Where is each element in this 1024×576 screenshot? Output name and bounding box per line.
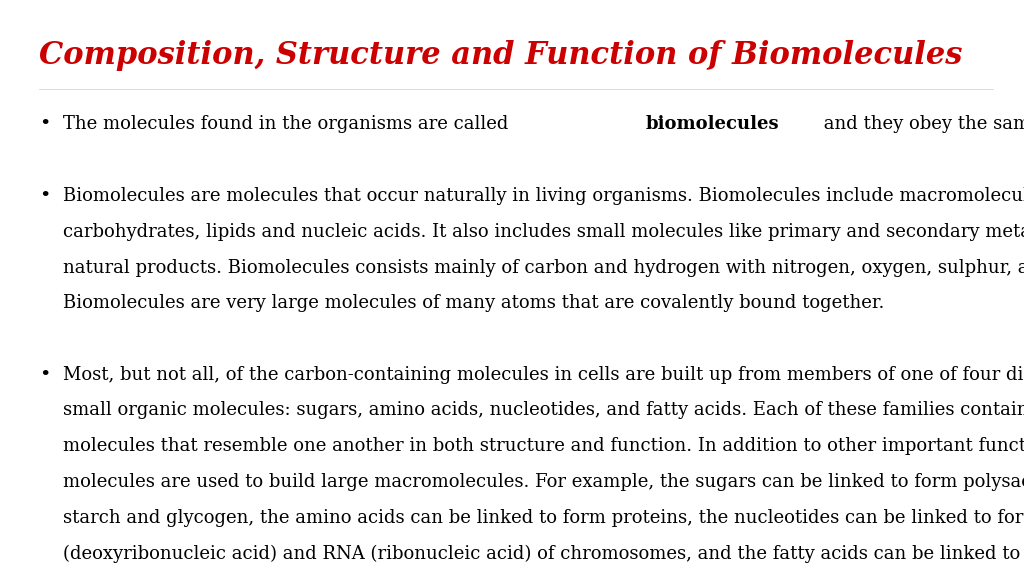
Text: biomolecules: biomolecules	[645, 115, 779, 133]
Text: The molecules found in the organisms are called: The molecules found in the organisms are…	[63, 115, 515, 133]
Text: natural products. Biomolecules consists mainly of carbon and hydrogen with nitro: natural products. Biomolecules consists …	[63, 259, 1024, 276]
Text: Composition, Structure and Function of Biomolecules: Composition, Structure and Function of B…	[39, 40, 963, 71]
Text: Biomolecules are molecules that occur naturally in living organisms. Biomolecule: Biomolecules are molecules that occur na…	[63, 187, 1024, 205]
Text: •: •	[39, 366, 50, 384]
Text: molecules are used to build large macromolecules. For example, the sugars can be: molecules are used to build large macrom…	[63, 473, 1024, 491]
Text: small organic molecules: sugars, amino acids, nucleotides, and fatty acids. Each: small organic molecules: sugars, amino a…	[63, 401, 1024, 419]
Text: •: •	[39, 115, 50, 133]
Text: Most, but not all, of the carbon-containing molecules in cells are built up from: Most, but not all, of the carbon-contain…	[63, 366, 1024, 384]
Text: and they obey the same laws of physics and chemistry.: and they obey the same laws of physics a…	[818, 115, 1024, 133]
Text: molecules that resemble one another in both structure and function. In addition : molecules that resemble one another in b…	[63, 437, 1024, 455]
Text: carbohydrates, lipids and nucleic acids. It also includes small molecules like p: carbohydrates, lipids and nucleic acids.…	[63, 223, 1024, 241]
Text: •: •	[39, 187, 50, 205]
Text: (deoxyribonucleic acid) and RNA (ribonucleic acid) of chromosomes, and the fatty: (deoxyribonucleic acid) and RNA (ribonuc…	[63, 544, 1024, 563]
Text: Biomolecules are very large molecules of many atoms that are covalently bound to: Biomolecules are very large molecules of…	[63, 294, 885, 312]
Text: starch and glycogen, the amino acids can be linked to form proteins, the nucleot: starch and glycogen, the amino acids can…	[63, 509, 1024, 526]
